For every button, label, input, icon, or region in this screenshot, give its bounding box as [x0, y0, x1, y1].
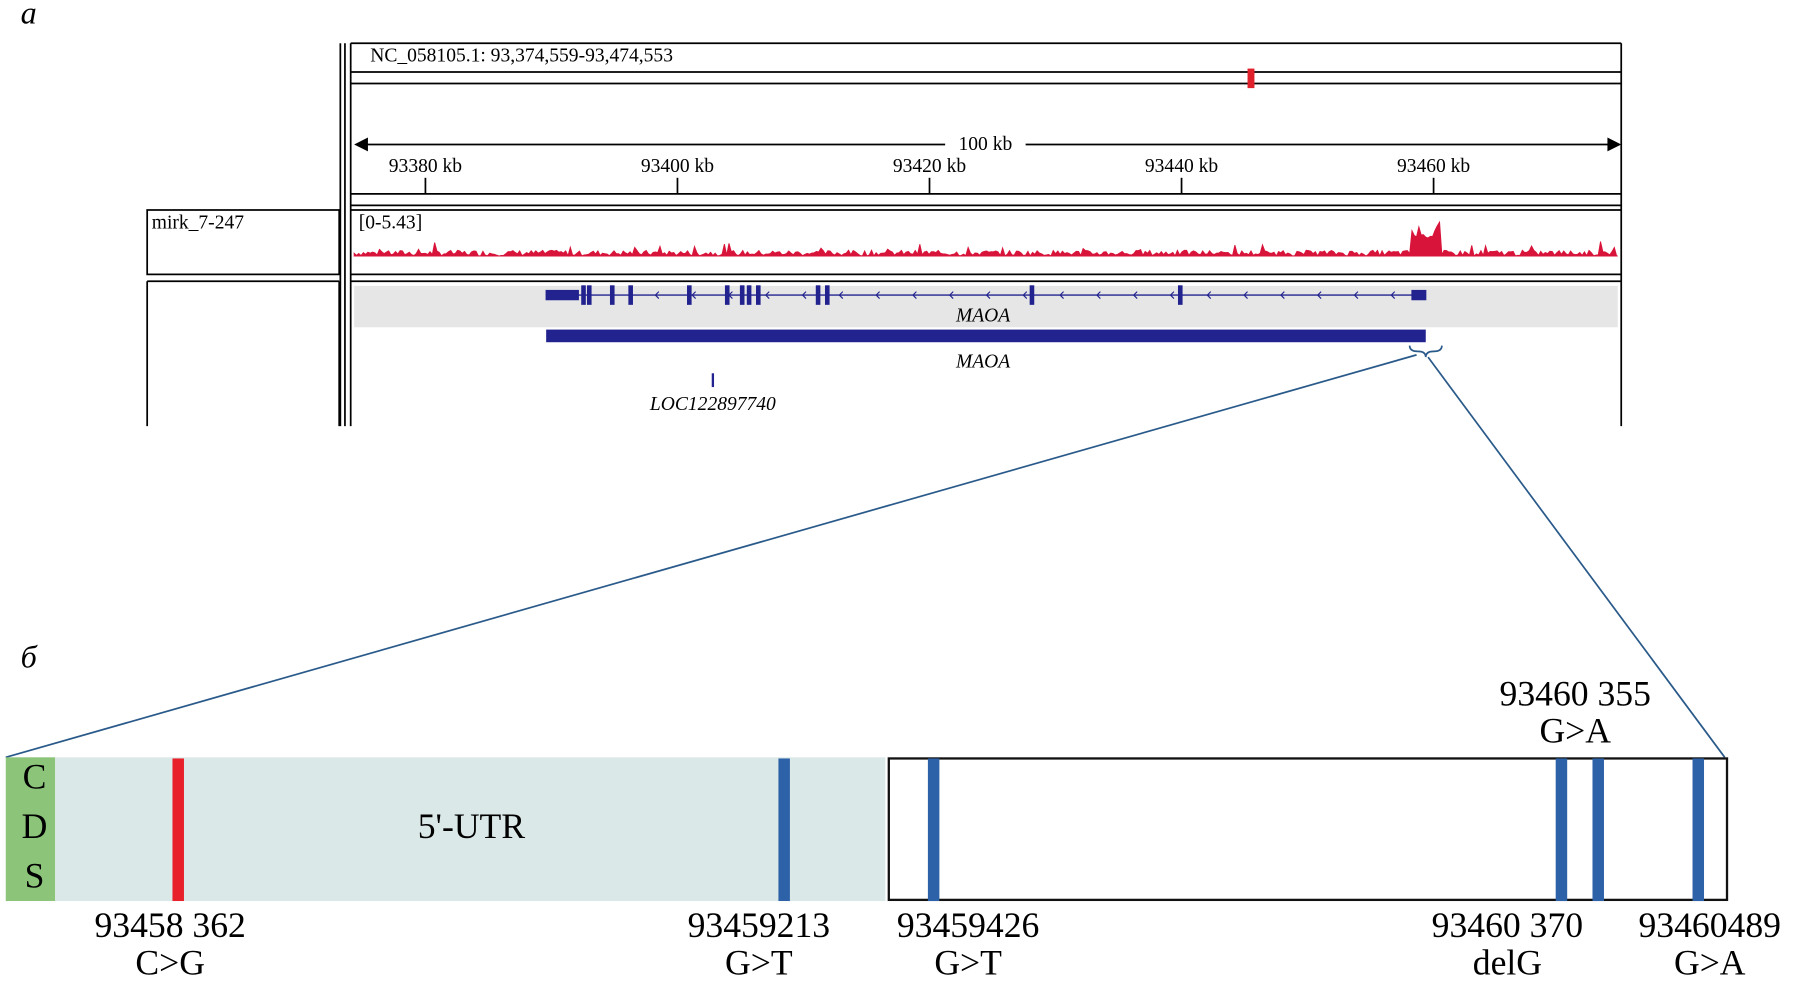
- variant-bar: [172, 758, 184, 902]
- variant-position: 93460 370: [1432, 905, 1583, 945]
- strand-arrow: [1022, 291, 1028, 299]
- exon: [687, 285, 692, 305]
- gene-bar: [546, 329, 1426, 343]
- exon: [746, 285, 752, 305]
- gene-label: MAOA: [955, 305, 1010, 326]
- variant-change: G>A: [1539, 710, 1611, 750]
- exon: [609, 285, 615, 305]
- strand-arrow: [654, 291, 660, 299]
- ruler-tick-label: 93380 kb: [389, 156, 462, 177]
- gene-model: [545, 285, 1427, 305]
- variant-bar: [1592, 758, 1604, 902]
- strand-arrow: [1353, 291, 1359, 299]
- ruler-tick-label: 93400 kb: [641, 156, 714, 177]
- intron-block: [887, 757, 1729, 902]
- panel-label: б: [21, 639, 39, 675]
- variant-position: 93459213: [688, 905, 831, 945]
- scale-label: 100 kb: [959, 134, 1013, 155]
- exon: [824, 285, 830, 305]
- strand-arrow: [691, 291, 697, 299]
- exon: [628, 285, 633, 305]
- frames: [146, 42, 1623, 427]
- strand-arrow: [912, 291, 917, 299]
- cds-letter: D: [22, 806, 48, 846]
- variant-change: C>G: [135, 943, 205, 983]
- variant-position: 93460489: [1639, 905, 1781, 945]
- coverage: [353, 220, 1618, 258]
- strand-arrow: [1059, 291, 1064, 299]
- track-range: [0-5.43]: [359, 212, 422, 233]
- exon: [1029, 285, 1035, 305]
- strand-arrow: [948, 291, 954, 299]
- locus: NC_058105.1: 93,374,559-93,474,553: [370, 46, 673, 67]
- variant-bar: [927, 758, 940, 902]
- variant-bar: [1692, 758, 1705, 902]
- variant-change: delG: [1473, 943, 1542, 983]
- variant-position: 93459426: [897, 905, 1040, 945]
- strand-arrow: [1243, 291, 1248, 299]
- exon: [586, 285, 592, 305]
- ruler-tick-label: 93460 kb: [1397, 156, 1470, 177]
- cds-letter: S: [25, 855, 45, 895]
- exon: [1411, 289, 1427, 301]
- exon: [815, 285, 821, 305]
- strand-arrow: [1132, 291, 1138, 299]
- strand-arrow: [985, 291, 991, 299]
- strand-arrow: [1096, 291, 1101, 299]
- ruler-tick-label: 93440 kb: [1145, 156, 1218, 177]
- panel-label: а: [21, 0, 37, 31]
- track-name: mirk_7-247: [152, 212, 244, 233]
- cds-letter: C: [23, 756, 47, 796]
- region-label: 5'-UTR: [418, 806, 526, 846]
- ruler-tick-label: 93420 kb: [893, 156, 966, 177]
- exon: [1177, 285, 1183, 305]
- zoom-line: [1427, 356, 1726, 758]
- gene-label: LOC122897740: [649, 394, 776, 415]
- variant-bar: [1555, 758, 1568, 902]
- strand-arrow: [728, 291, 733, 299]
- variant-change: G>T: [725, 943, 793, 983]
- variant-position: 93458 362: [94, 905, 245, 945]
- strand-arrow: [801, 291, 807, 299]
- strand-arrow: [1206, 291, 1212, 299]
- strand-arrow: [838, 291, 844, 299]
- strand-arrow: [764, 291, 770, 299]
- exon: [739, 285, 745, 305]
- variant-position: 93460 355: [1500, 674, 1651, 714]
- utr-block: [55, 757, 886, 902]
- exon: [581, 285, 586, 305]
- variant-change: G>A: [1674, 943, 1746, 983]
- exon: [545, 289, 579, 301]
- variant-change: G>T: [934, 943, 1002, 983]
- exon: [755, 285, 761, 305]
- strand-arrow: [1316, 291, 1322, 299]
- brace: [1408, 345, 1443, 358]
- gene-label: MAOA: [955, 351, 1010, 372]
- strand-arrow: [1390, 291, 1396, 299]
- strand-arrow: [875, 291, 881, 299]
- strand-arrow: [1280, 291, 1285, 299]
- variant-bar: [778, 758, 790, 902]
- strand-arrow: [1169, 291, 1175, 299]
- locus-marker: [1247, 68, 1255, 89]
- zoom-line: [5, 354, 1417, 759]
- cds-block: [5, 757, 56, 902]
